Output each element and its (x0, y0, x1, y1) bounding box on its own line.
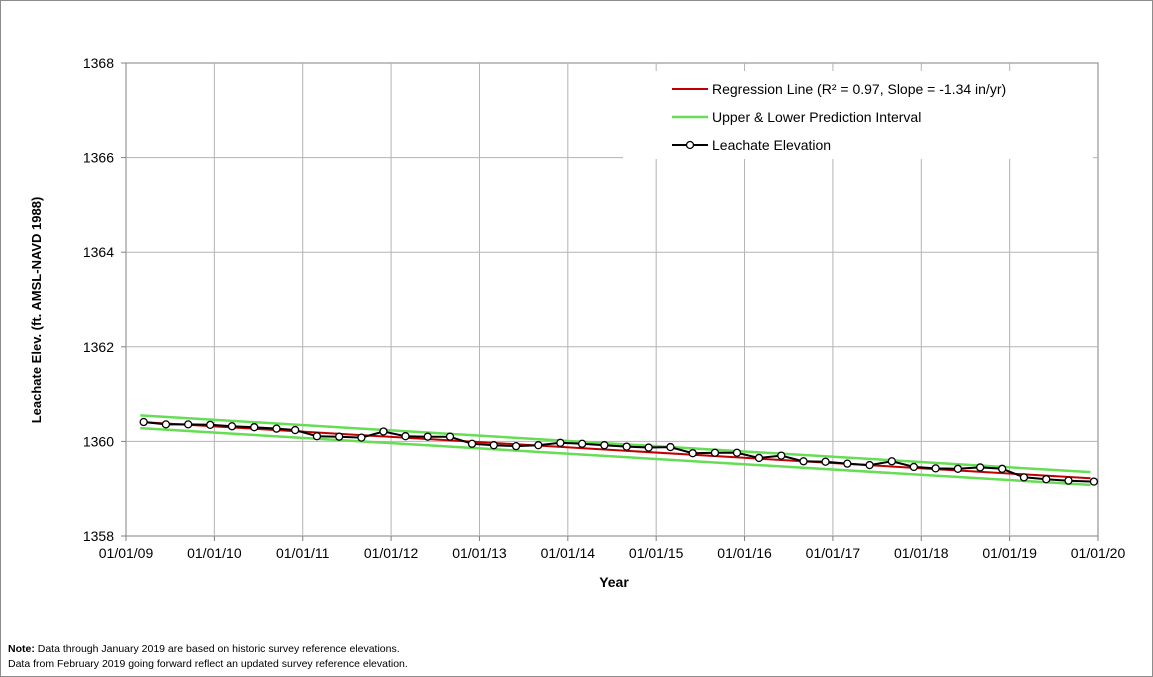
leachate-elevation-point (379, 427, 388, 436)
leachate-elevation-point (754, 453, 764, 463)
x-tick-label: 01/01/10 (187, 545, 242, 561)
x-tick-label: 01/01/16 (717, 545, 772, 561)
x-tick-label: 01/01/20 (1071, 545, 1126, 561)
leachate-elevation-point (644, 443, 653, 452)
legend-label-leachate: Leachate Elevation (712, 137, 831, 153)
leachate-elevation-point (577, 439, 587, 448)
x-axis-title: Year (599, 574, 629, 590)
y-tick-label: 1360 (83, 433, 114, 449)
note-text-1: Data through January 2019 are based on h… (34, 643, 400, 655)
regression-line (140, 421, 1091, 480)
leachate-elevation-point (206, 420, 215, 429)
x-tick-label: 01/01/15 (629, 545, 684, 561)
leachate-elevation-point (799, 457, 808, 466)
leachate-elevation-point (998, 464, 1007, 473)
leachate-elevation-point (445, 432, 455, 441)
y-tick-label: 1364 (83, 244, 114, 260)
legend-label-interval: Upper & Lower Prediction Interval (712, 109, 921, 125)
prediction-interval-upper-line (140, 414, 1091, 474)
leachate-elevation-point (931, 464, 940, 473)
leachate-elevation-point (821, 457, 830, 466)
leachate-elevation-point (511, 441, 521, 451)
y-tick-label: 1362 (83, 339, 114, 355)
leachate-elevation-point (250, 423, 259, 432)
note-line-2: Data from February 2019 going forward re… (8, 658, 408, 670)
leachate-elevation-point (1064, 476, 1073, 485)
x-tick-label: 01/01/12 (364, 545, 419, 561)
note-line-1: Note: Data through January 2019 are base… (8, 643, 400, 655)
leachate-elevation-point (423, 432, 432, 441)
leachate-elevation-point (622, 442, 631, 451)
leachate-elevation-point (732, 448, 742, 457)
x-tick-label: 01/01/14 (541, 545, 596, 561)
leachate-elevation-point (227, 422, 237, 431)
leachate-elevation-point (556, 438, 565, 447)
leachate-elevation-point (290, 425, 300, 435)
note-label: Note: (8, 643, 35, 655)
leachate-elevation-point (843, 459, 852, 468)
leachate-elevation-point (1019, 473, 1029, 482)
y-tick-label: 1368 (83, 55, 114, 71)
leachate-elevation-point (909, 462, 919, 472)
leachate-elevation-point (272, 424, 281, 433)
leachate-elevation-point (688, 449, 697, 458)
leachate-elevation-point (710, 448, 720, 457)
x-tick-label: 01/01/09 (99, 545, 154, 561)
leachate-elevation-point (976, 463, 985, 472)
leachate-elevation-point (666, 442, 675, 452)
leachate-elevation-point (357, 433, 366, 442)
leachate-elevation-point (467, 439, 477, 448)
leachate-elevation-point (865, 460, 874, 470)
leachate-elevation-point (600, 441, 609, 450)
leachate-elevation-point (1042, 475, 1051, 484)
leachate-elevation-point (953, 464, 963, 473)
x-tick-label: 01/01/13 (452, 545, 507, 561)
leachate-elevation-point (887, 457, 896, 466)
prediction-interval-lower-line (140, 426, 1091, 487)
x-tick-label: 01/01/19 (982, 545, 1037, 561)
x-tick-label: 01/01/18 (894, 545, 949, 561)
leachate-elevation-point (401, 432, 410, 441)
leachate-elevation-point (139, 417, 148, 427)
leachate-elevation-point (777, 451, 786, 460)
y-tick-label: 1366 (83, 150, 114, 166)
legend-label-regression: Regression Line (R² = 0.97, Slope = -1.3… (712, 81, 1006, 97)
leachate-elevation-point (489, 441, 498, 450)
x-tick-label: 01/01/17 (806, 545, 861, 561)
y-tick-label: 1358 (83, 528, 114, 544)
legend-marker-leachate (685, 140, 695, 150)
x-tick-label: 01/01/11 (276, 545, 330, 561)
leachate-elevation-point (534, 441, 543, 450)
leachate-elevation-point (335, 432, 344, 441)
leachate-elevation-point (312, 432, 322, 441)
y-axis-title: Leachate Elev. (ft. AMSL-NAVD 1988) (29, 197, 44, 424)
leachate-elevation-point (184, 420, 193, 429)
plot-area (125, 62, 1099, 537)
leachate-elevation-point (1089, 477, 1099, 486)
leachate-elevation-point (161, 420, 171, 429)
